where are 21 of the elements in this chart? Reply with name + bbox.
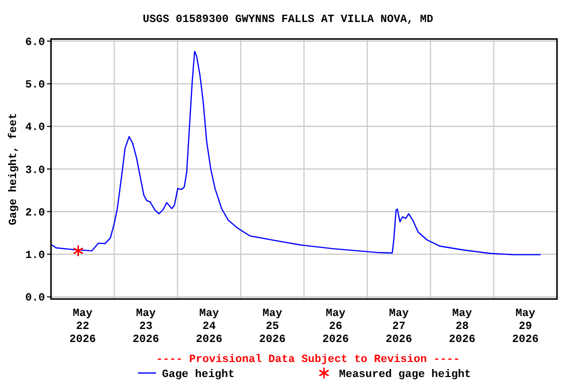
x-tick-label: May 28 2026 xyxy=(448,308,476,346)
y-tick-label: 5.0 xyxy=(25,80,45,92)
x-tick-label: May 24 2026 xyxy=(196,308,222,346)
y-tick-label: 1.0 xyxy=(25,250,45,262)
y-axis-title: Gage height, feet xyxy=(7,112,20,226)
x-tick-label: May 22 2026 xyxy=(69,308,96,346)
x-tick-label: May 26 2026 xyxy=(322,308,349,346)
y-tick-label: 6.0 xyxy=(25,36,45,49)
x-tick-label: May 27 2026 xyxy=(386,308,412,346)
y-tick-label: 4.0 xyxy=(25,122,45,134)
y-tick-label: 0.0 xyxy=(25,292,45,305)
y-tick-label: 2.0 xyxy=(25,207,45,220)
chart-title: USGS 01589300 GWYNNS FALLS AT VILLA NOVA, MD xyxy=(142,14,434,26)
y-tick-label: 3.0 xyxy=(25,164,45,177)
line-series xyxy=(51,50,542,256)
legend-label: Measured gage height xyxy=(339,369,472,381)
text: ---- Provisional Data Subject to Revision ---- xyxy=(156,354,460,366)
x-tick-label: May 23 2026 xyxy=(132,308,160,346)
x-tick-label: May 25 2026 xyxy=(259,308,286,346)
x-tick-label: May 29 2026 xyxy=(512,308,539,346)
legend-label: Gage height xyxy=(162,369,235,381)
